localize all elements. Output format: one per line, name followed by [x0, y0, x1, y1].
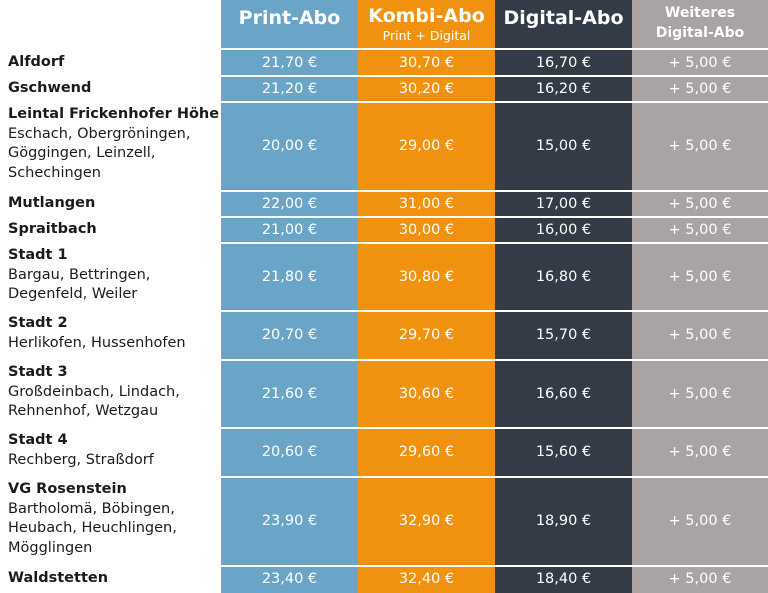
region-sublocations: Bartholomä, Böbingen, Heubach, Heuchlinge… [8, 500, 177, 556]
price-cell-weiteres: + 5,00 € [668, 222, 732, 238]
region-sublocations: Herlikofen, Hussenhofen [8, 334, 186, 351]
price-cell-weiteres: + 5,00 € [668, 513, 732, 529]
row-label: Stadt 1 Bargau, Bettringen, Degenfeld, Wei… [8, 246, 220, 305]
price-cell-print: 21,60 € [261, 386, 318, 402]
price-cell-kombi: 29,00 € [398, 138, 455, 154]
row-divider [0, 242, 768, 244]
price-cell-print: 23,90 € [261, 513, 318, 529]
price-cell-kombi: 30,60 € [398, 386, 455, 402]
price-cell-kombi: 30,00 € [398, 222, 455, 238]
price-cell-weiteres: + 5,00 € [668, 571, 732, 587]
region-name: Waldstetten [8, 570, 109, 586]
price-cell-digital: 18,90 € [535, 513, 592, 529]
price-cell-kombi: 29,70 € [398, 327, 455, 343]
region-name: VG Rosenstein [8, 481, 127, 497]
price-cell-digital: 16,60 € [535, 386, 592, 402]
row-divider [0, 101, 768, 103]
row-label: VG Rosenstein Bartholomä, Böbingen, Heubac… [8, 480, 220, 558]
header-kombi-abo-label: Kombi-Abo [368, 5, 485, 27]
column-weiteres-digital-abo [632, 0, 768, 593]
price-cell-digital: 16,00 € [535, 222, 592, 238]
row-divider [0, 75, 768, 77]
price-cell-print: 21,80 € [261, 269, 318, 285]
region-name: Mutlangen [8, 195, 96, 211]
region-name: Spraitbach [8, 221, 97, 237]
price-cell-weiteres: + 5,00 € [668, 138, 732, 154]
row-divider [0, 427, 768, 429]
row-label: Waldstetten [8, 569, 220, 589]
row-divider [0, 216, 768, 218]
price-cell-print: 20,00 € [261, 138, 318, 154]
row-label: Mutlangen [8, 194, 220, 214]
price-cell-digital: 15,00 € [535, 138, 592, 154]
region-sublocations: Rechberg, Straßdorf [8, 451, 154, 468]
header-print-abo-label: Print-Abo [238, 7, 341, 29]
price-cell-weiteres: + 5,00 € [668, 327, 732, 343]
row-label: Stadt 3 Großdeinbach, Lindach, Rehnenhof, … [8, 363, 220, 422]
price-cell-digital: 16,80 € [535, 269, 592, 285]
price-cell-digital: 16,70 € [535, 55, 592, 71]
price-cell-kombi: 30,20 € [398, 81, 455, 97]
price-cell-weiteres: + 5,00 € [668, 196, 732, 212]
price-cell-weiteres: + 5,00 € [668, 269, 732, 285]
price-cell-print: 23,40 € [261, 571, 318, 587]
price-cell-kombi: 29,60 € [398, 444, 455, 460]
price-cell-print: 21,00 € [261, 222, 318, 238]
price-cell-kombi: 30,70 € [398, 55, 455, 71]
region-name: Stadt 1 [8, 247, 68, 263]
row-divider [0, 565, 768, 567]
price-cell-digital: 15,60 € [535, 444, 592, 460]
header-digital-abo-label: Digital-Abo [503, 7, 624, 29]
header-print-abo: Print-Abo [221, 0, 358, 50]
region-name: Gschwend [8, 80, 92, 96]
row-label: Gschwend [8, 79, 220, 99]
price-cell-print: 22,00 € [261, 196, 318, 212]
row-divider [0, 310, 768, 312]
region-sublocations: Bargau, Bettringen, Degenfeld, Weiler [8, 266, 151, 303]
price-cell-weiteres: + 5,00 € [668, 55, 732, 71]
row-label: Stadt 4 Rechberg, Straßdorf [8, 431, 220, 470]
header-weiteres-digital-abo: Weiteres Digital-Abo [632, 0, 768, 50]
region-name: Stadt 2 [8, 315, 68, 331]
header-weiteres-label-line2: Digital-Abo [655, 25, 745, 41]
region-name: Leintal Frickenhofer Höhe [8, 106, 220, 122]
price-cell-print: 21,70 € [261, 55, 318, 71]
row-divider [0, 190, 768, 192]
column-print-abo [221, 0, 358, 593]
header-kombi-abo: Kombi-Abo Print + Digital [358, 0, 495, 50]
row-label: Alfdorf [8, 53, 220, 73]
region-name: Alfdorf [8, 54, 65, 70]
price-cell-digital: 15,70 € [535, 327, 592, 343]
header-digital-abo: Digital-Abo [495, 0, 632, 50]
price-cell-weiteres: + 5,00 € [668, 444, 732, 460]
header-divider [0, 48, 768, 50]
price-cell-digital: 18,40 € [535, 571, 592, 587]
region-sublocations: Eschach, Obergröningen, Göggingen, Leinze… [8, 125, 191, 181]
price-cell-print: 20,60 € [261, 444, 318, 460]
price-cell-print: 20,70 € [261, 327, 318, 343]
price-cell-kombi: 31,00 € [398, 196, 455, 212]
row-divider [0, 476, 768, 478]
column-digital-abo [495, 0, 632, 593]
price-cell-kombi: 32,90 € [398, 513, 455, 529]
header-kombi-abo-sublabel: Print + Digital [382, 28, 471, 43]
region-name: Stadt 3 [8, 364, 68, 380]
row-label: Stadt 2 Herlikofen, Hussenhofen [8, 314, 220, 353]
price-cell-kombi: 30,80 € [398, 269, 455, 285]
row-divider [0, 359, 768, 361]
row-label: Leintal Frickenhofer Höhe Eschach, Obergr… [8, 105, 220, 183]
price-cell-weiteres: + 5,00 € [668, 386, 732, 402]
price-cell-digital: 17,00 € [535, 196, 592, 212]
price-cell-weiteres: + 5,00 € [668, 81, 732, 97]
price-cell-kombi: 32,40 € [398, 571, 455, 587]
price-cell-digital: 16,20 € [535, 81, 592, 97]
region-sublocations: Großdeinbach, Lindach, Rehnenhof, Wetzgau [8, 383, 180, 420]
price-cell-print: 21,20 € [261, 81, 318, 97]
region-name: Stadt 4 [8, 432, 68, 448]
column-kombi-abo [358, 0, 495, 593]
header-weiteres-label-line1: Weiteres [664, 5, 736, 21]
row-label: Spraitbach [8, 220, 220, 240]
